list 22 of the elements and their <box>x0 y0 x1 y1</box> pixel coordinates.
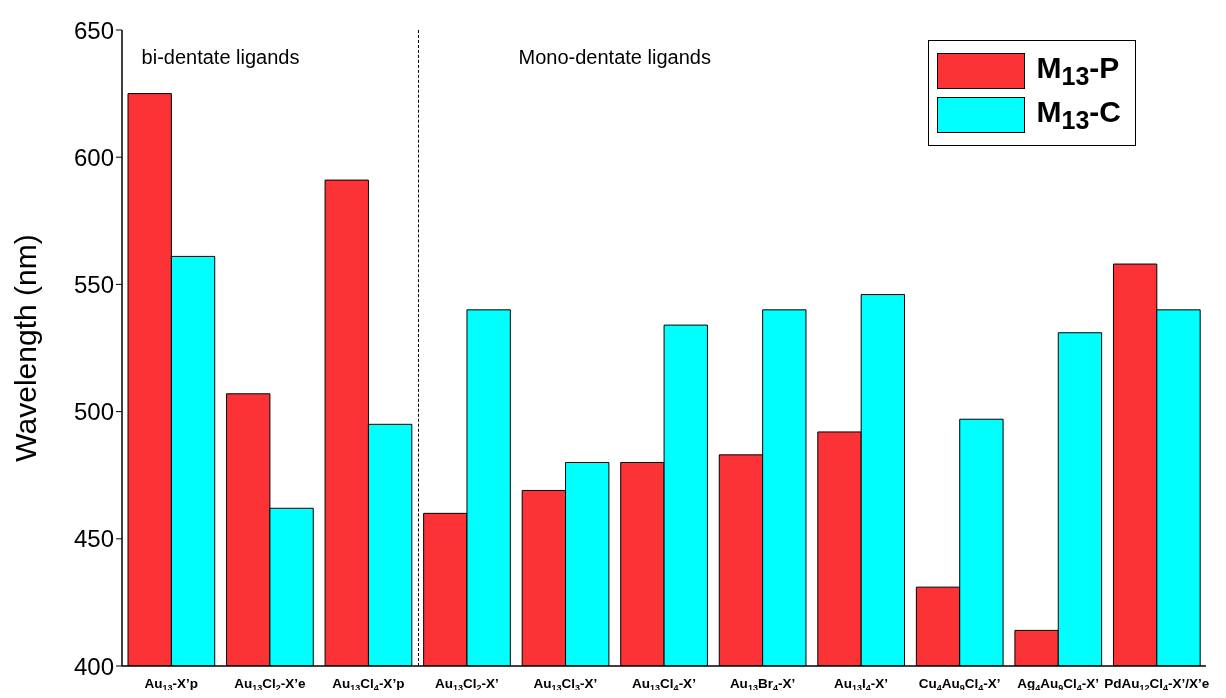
y-axis-title: Wavelength (nm) <box>8 234 42 462</box>
x-tick-label: Au$_{13}$Cl$_{3}$-X’ <box>533 676 598 693</box>
y-tick-label: 650 <box>73 16 114 44</box>
y-tick-label: 550 <box>73 270 114 298</box>
x-tick-label: Cu$_{4}$Au$_{9}$Cl$_{4}$-X’ <box>918 676 1001 693</box>
x-tick-label: PdAu$_{12}$Cl$_{4}$-X’/X’e <box>1104 676 1210 693</box>
x-tick-label: Au$_{13}$I$_{4}$-X’ <box>834 676 889 693</box>
x-tick-label: Au$_{13}$-X’p <box>144 676 199 693</box>
x-tick-label: Au$_{13}$Cl$_{2}$-X’ <box>435 676 499 693</box>
y-tick-label: 500 <box>73 398 114 426</box>
x-tick-label: Au$_{13}$Cl$_{4}$-X’p <box>332 676 405 693</box>
y-tick-label: 400 <box>73 652 114 680</box>
y-tick-label: 450 <box>73 525 114 553</box>
legend-label: M$_{13}$-P <box>1036 51 1120 90</box>
annotation: bi-dentate ligands <box>141 46 300 69</box>
legend-label: M$_{13}$-C <box>1036 95 1121 134</box>
x-tick-label: Au$_{13}$Cl$_{2}$-X’e <box>234 676 306 693</box>
annotation: Mono-dentate ligands <box>518 46 711 69</box>
y-tick-label: 600 <box>73 143 114 171</box>
x-tick-label: Au$_{13}$Br$_{4}$-X’ <box>729 676 796 693</box>
x-tick-label: Au$_{13}$Cl$_{4}$-X’ <box>632 676 696 693</box>
x-tick-label: Ag$_{4}$Au$_{9}$Cl$_{4}$-X’ <box>1017 676 1100 693</box>
